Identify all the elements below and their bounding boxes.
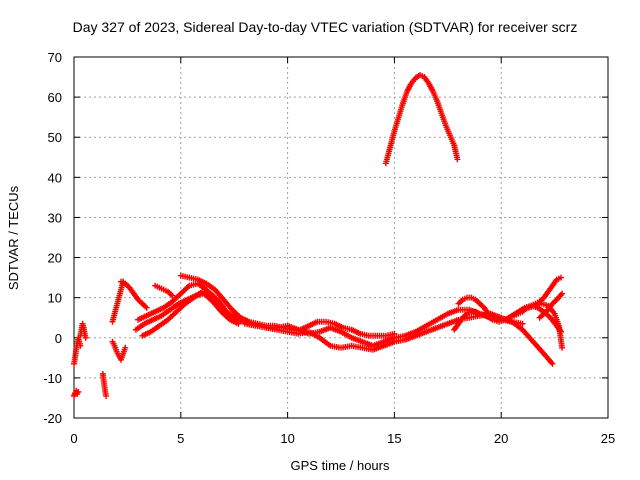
y-tick-label: 60 xyxy=(48,90,62,105)
x-tick-label: 5 xyxy=(177,431,184,446)
x-tick-label: 0 xyxy=(70,431,77,446)
y-tick-label: 50 xyxy=(48,130,62,145)
series-prn-s xyxy=(536,290,566,321)
data-point xyxy=(122,344,129,351)
y-tick-label: 20 xyxy=(48,251,62,266)
y-tick-label: -20 xyxy=(43,411,62,426)
series-prn-d xyxy=(99,370,110,399)
x-tick-label: 10 xyxy=(280,431,294,446)
data-marks xyxy=(71,72,566,399)
series-prn-e xyxy=(109,338,129,363)
series-prn-o xyxy=(382,72,461,167)
data-point xyxy=(82,334,89,341)
data-point xyxy=(558,274,565,281)
grid-lines xyxy=(74,57,608,418)
series-prn-k xyxy=(152,282,176,299)
y-tick-label: 0 xyxy=(55,331,62,346)
data-point xyxy=(454,156,461,163)
data-point xyxy=(169,292,176,299)
series-prn-a xyxy=(71,387,82,399)
y-tick-label: 10 xyxy=(48,291,62,306)
series-prn-b xyxy=(71,334,84,367)
data-point xyxy=(77,342,84,349)
y-tick-label: -10 xyxy=(43,371,62,386)
x-tick-label: 25 xyxy=(601,431,615,446)
y-axis-label: SDTVAR / TECUs xyxy=(6,185,21,290)
x-tick-label: 15 xyxy=(387,431,401,446)
data-point xyxy=(559,344,566,351)
x-axis-label: GPS time / hours xyxy=(291,458,390,473)
axis-ticks: 0 5 10 15 20 25 -20 -10 0 10 20 30 40 50 60 70 xyxy=(43,50,615,446)
data-point xyxy=(519,320,526,327)
data-point xyxy=(559,290,566,297)
data-point xyxy=(103,392,110,399)
data-point xyxy=(549,360,556,367)
y-tick-label: 30 xyxy=(48,210,62,225)
data-point xyxy=(143,304,150,311)
data-point xyxy=(75,388,82,395)
plot-frame xyxy=(73,56,609,419)
y-tick-label: 70 xyxy=(48,50,62,65)
series-prn-g xyxy=(117,278,150,311)
chart-title: Day 327 of 2023, Sidereal Day-to-day VTE… xyxy=(73,19,578,35)
series-prn-c xyxy=(77,320,89,341)
y-tick-label: 40 xyxy=(48,170,62,185)
x-tick-label: 20 xyxy=(494,431,508,446)
